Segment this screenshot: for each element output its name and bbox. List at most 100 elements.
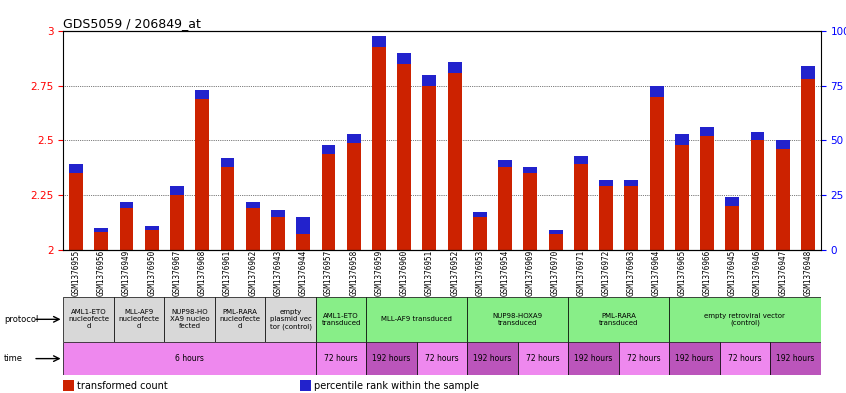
Bar — [195, 99, 209, 250]
Bar — [549, 230, 563, 234]
Text: GSM1376958: GSM1376958 — [349, 250, 358, 296]
Text: GSM1376970: GSM1376970 — [551, 250, 560, 296]
Bar — [599, 186, 613, 250]
Bar — [801, 79, 815, 250]
Text: transformed count: transformed count — [77, 380, 168, 391]
Bar — [750, 140, 765, 250]
Bar — [95, 228, 108, 232]
Bar — [366, 342, 417, 375]
Text: GSM1376968: GSM1376968 — [198, 250, 206, 296]
Bar — [398, 53, 411, 64]
Bar — [296, 217, 310, 234]
Text: GSM1376955: GSM1376955 — [72, 250, 80, 296]
Bar — [725, 206, 739, 250]
Text: empty retroviral vector
(control): empty retroviral vector (control) — [705, 312, 785, 326]
Text: time: time — [4, 354, 23, 363]
Text: GSM1376957: GSM1376957 — [324, 250, 333, 296]
Bar — [246, 208, 260, 250]
Text: NUP98-HOXA9
transduced: NUP98-HOXA9 transduced — [492, 313, 543, 326]
Text: GSM1376950: GSM1376950 — [147, 250, 157, 296]
Bar — [417, 342, 467, 375]
Bar — [524, 173, 537, 250]
Bar — [776, 140, 789, 149]
Bar — [549, 234, 563, 250]
Bar — [321, 145, 335, 154]
Text: 72 hours: 72 hours — [426, 354, 459, 363]
Bar — [316, 297, 366, 342]
Bar — [518, 342, 569, 375]
Bar — [467, 342, 518, 375]
Bar — [372, 47, 386, 250]
Bar — [448, 62, 462, 73]
Text: GSM1376948: GSM1376948 — [804, 250, 812, 296]
Text: GSM1376969: GSM1376969 — [526, 250, 535, 296]
Text: 192 hours: 192 hours — [574, 354, 613, 363]
Bar — [366, 297, 467, 342]
Text: GSM1376963: GSM1376963 — [627, 250, 636, 296]
Bar — [221, 167, 234, 250]
Text: empty
plasmid vec
tor (control): empty plasmid vec tor (control) — [270, 309, 311, 330]
Text: GSM1376954: GSM1376954 — [501, 250, 509, 296]
Bar — [801, 66, 815, 79]
Bar — [164, 297, 215, 342]
Bar — [574, 156, 588, 165]
Bar — [700, 127, 714, 136]
Text: GSM1376959: GSM1376959 — [375, 250, 383, 296]
Bar — [473, 213, 486, 217]
Bar — [296, 234, 310, 250]
Bar — [170, 186, 184, 195]
Text: MLL-AF9
nucleofecte
d: MLL-AF9 nucleofecte d — [118, 309, 160, 329]
Bar — [145, 230, 159, 250]
Text: 192 hours: 192 hours — [675, 354, 714, 363]
Bar — [195, 90, 209, 99]
Bar — [650, 97, 663, 250]
Text: 192 hours: 192 hours — [473, 354, 512, 363]
Bar — [669, 297, 821, 342]
Bar — [422, 86, 437, 250]
Bar — [700, 136, 714, 250]
Text: 192 hours: 192 hours — [372, 354, 411, 363]
Text: GSM1376971: GSM1376971 — [576, 250, 585, 296]
Bar — [669, 342, 720, 375]
Bar — [720, 342, 770, 375]
Bar — [776, 149, 789, 250]
Text: GSM1376953: GSM1376953 — [475, 250, 485, 296]
Text: GDS5059 / 206849_at: GDS5059 / 206849_at — [63, 17, 201, 30]
Bar — [63, 297, 114, 342]
Text: GSM1376964: GSM1376964 — [652, 250, 661, 296]
Bar — [114, 297, 164, 342]
Bar — [770, 342, 821, 375]
Bar — [624, 180, 638, 186]
Text: 72 hours: 72 hours — [627, 354, 661, 363]
Bar — [170, 195, 184, 250]
Bar — [69, 173, 83, 250]
Bar — [266, 297, 316, 342]
Text: GSM1376943: GSM1376943 — [273, 250, 283, 296]
Bar — [347, 134, 360, 143]
Bar — [398, 64, 411, 250]
Text: GSM1376961: GSM1376961 — [223, 250, 232, 296]
Bar — [675, 134, 689, 145]
Bar — [321, 154, 335, 250]
Bar — [69, 165, 83, 173]
Text: NUP98-HO
XA9 nucleo
fected: NUP98-HO XA9 nucleo fected — [170, 309, 210, 329]
Bar — [473, 217, 486, 250]
Text: protocol: protocol — [4, 315, 39, 324]
Bar — [569, 342, 618, 375]
Bar — [372, 36, 386, 47]
Bar — [725, 197, 739, 206]
Text: GSM1376946: GSM1376946 — [753, 250, 762, 296]
Bar — [650, 86, 663, 97]
Text: GSM1376972: GSM1376972 — [602, 250, 611, 296]
Bar — [145, 226, 159, 230]
Text: AML1-ETO
nucleofecte
d: AML1-ETO nucleofecte d — [69, 309, 109, 329]
Bar — [422, 75, 437, 86]
Bar — [316, 342, 366, 375]
Bar — [347, 143, 360, 250]
Bar — [750, 132, 765, 140]
Text: GSM1376945: GSM1376945 — [728, 250, 737, 296]
Text: 192 hours: 192 hours — [776, 354, 815, 363]
Bar — [498, 160, 512, 167]
Text: GSM1376956: GSM1376956 — [96, 250, 106, 296]
Bar — [618, 342, 669, 375]
